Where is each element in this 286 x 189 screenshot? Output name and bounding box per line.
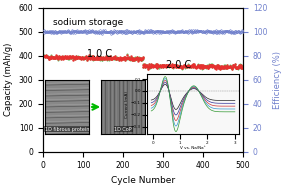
Y-axis label: Efficiency (%): Efficiency (%) (273, 51, 282, 109)
Y-axis label: Capacity (mAh/g): Capacity (mAh/g) (4, 43, 13, 116)
Text: sodium storage: sodium storage (53, 18, 123, 27)
Text: 1.0 C: 1.0 C (86, 49, 112, 59)
X-axis label: Cycle Number: Cycle Number (111, 176, 175, 185)
Text: 2.0 C: 2.0 C (166, 60, 192, 70)
